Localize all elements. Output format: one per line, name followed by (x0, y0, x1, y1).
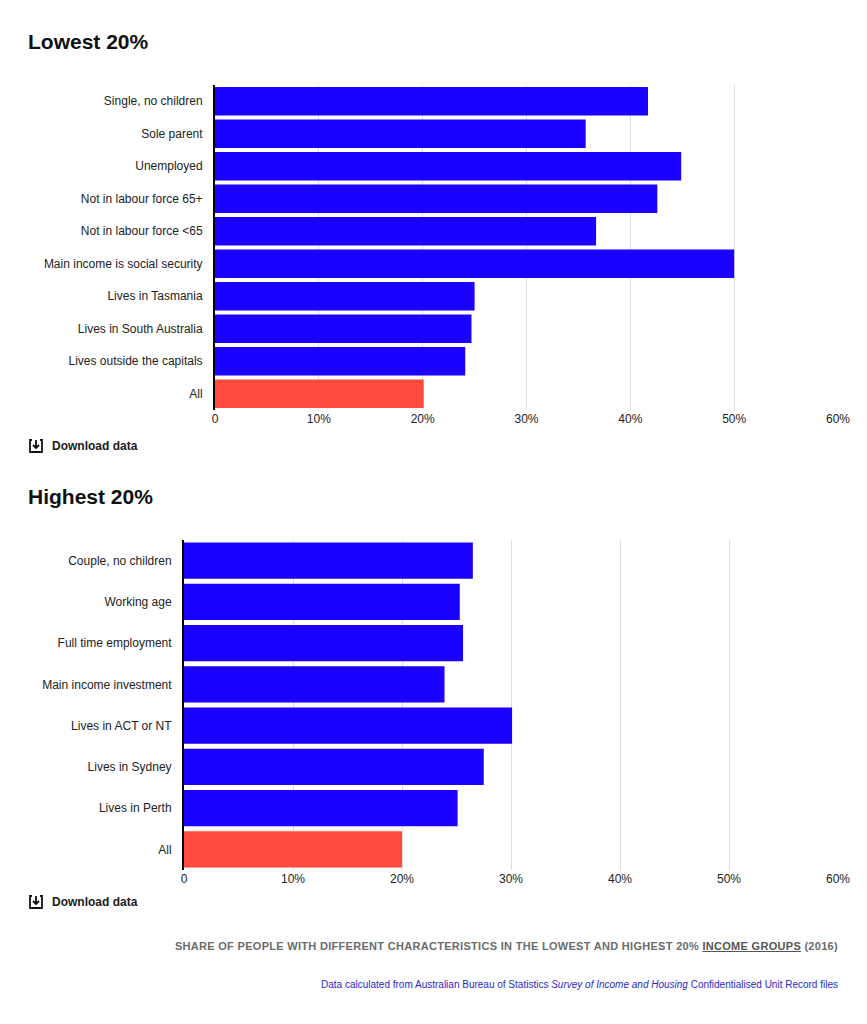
svg-text:Lives in South Australia: Lives in South Australia (78, 322, 203, 336)
svg-text:Main income is social security: Main income is social security (44, 257, 203, 271)
svg-text:Main income investment: Main income investment (42, 678, 172, 692)
svg-text:Lowest 20%: Lowest 20% (28, 30, 149, 53)
svg-text:20%: 20% (390, 872, 414, 886)
svg-text:50%: 50% (722, 412, 746, 426)
svg-text:Working age: Working age (104, 595, 171, 609)
html-text:Download data: Download data (52, 439, 138, 453)
html-text:Download data: Download data (52, 895, 138, 909)
svg-text:Lives in Perth: Lives in Perth (99, 801, 172, 815)
svg-text:Couple, no children: Couple, no children (68, 554, 171, 568)
svg-text:Unemployed: Unemployed (135, 159, 202, 173)
svg-text:40%: 40% (618, 412, 642, 426)
svg-text:Sole parent: Sole parent (141, 127, 203, 141)
html-text:SHARE OF PEOPLE WITH DIFFERENT: SHARE OF PEOPLE WITH DIFFERENT CHARACTER… (174, 940, 838, 952)
svg-text:50%: 50% (717, 872, 741, 886)
svg-text:0: 0 (212, 412, 219, 426)
svg-text:Lives in Sydney: Lives in Sydney (88, 760, 172, 774)
svg-text:10%: 10% (281, 872, 305, 886)
svg-text:30%: 30% (499, 872, 523, 886)
svg-text:All: All (158, 843, 171, 857)
svg-text:Not in labour force 65+: Not in labour force 65+ (81, 192, 203, 206)
svg-text:20%: 20% (411, 412, 435, 426)
svg-text:10%: 10% (307, 412, 331, 426)
svg-text:0: 0 (181, 872, 188, 886)
svg-text:30%: 30% (514, 412, 538, 426)
svg-text:Full time employment: Full time employment (58, 636, 173, 650)
svg-text:Single, no children: Single, no children (104, 94, 203, 108)
svg-text:60%: 60% (826, 872, 850, 886)
svg-text:Lives in Tasmania: Lives in Tasmania (107, 289, 202, 303)
svg-text:Lives in ACT or NT: Lives in ACT or NT (71, 719, 172, 733)
svg-text:Highest 20%: Highest 20% (28, 485, 153, 508)
svg-text:All: All (189, 387, 202, 401)
svg-text:40%: 40% (608, 872, 632, 886)
svg-text:60%: 60% (826, 412, 850, 426)
svg-text:Lives outside the capitals: Lives outside the capitals (69, 354, 203, 368)
html-text:Data calculated from Australia: Data calculated from Australian Bureau o… (321, 979, 838, 990)
svg-text:Not in labour force <65: Not in labour force <65 (81, 224, 203, 238)
